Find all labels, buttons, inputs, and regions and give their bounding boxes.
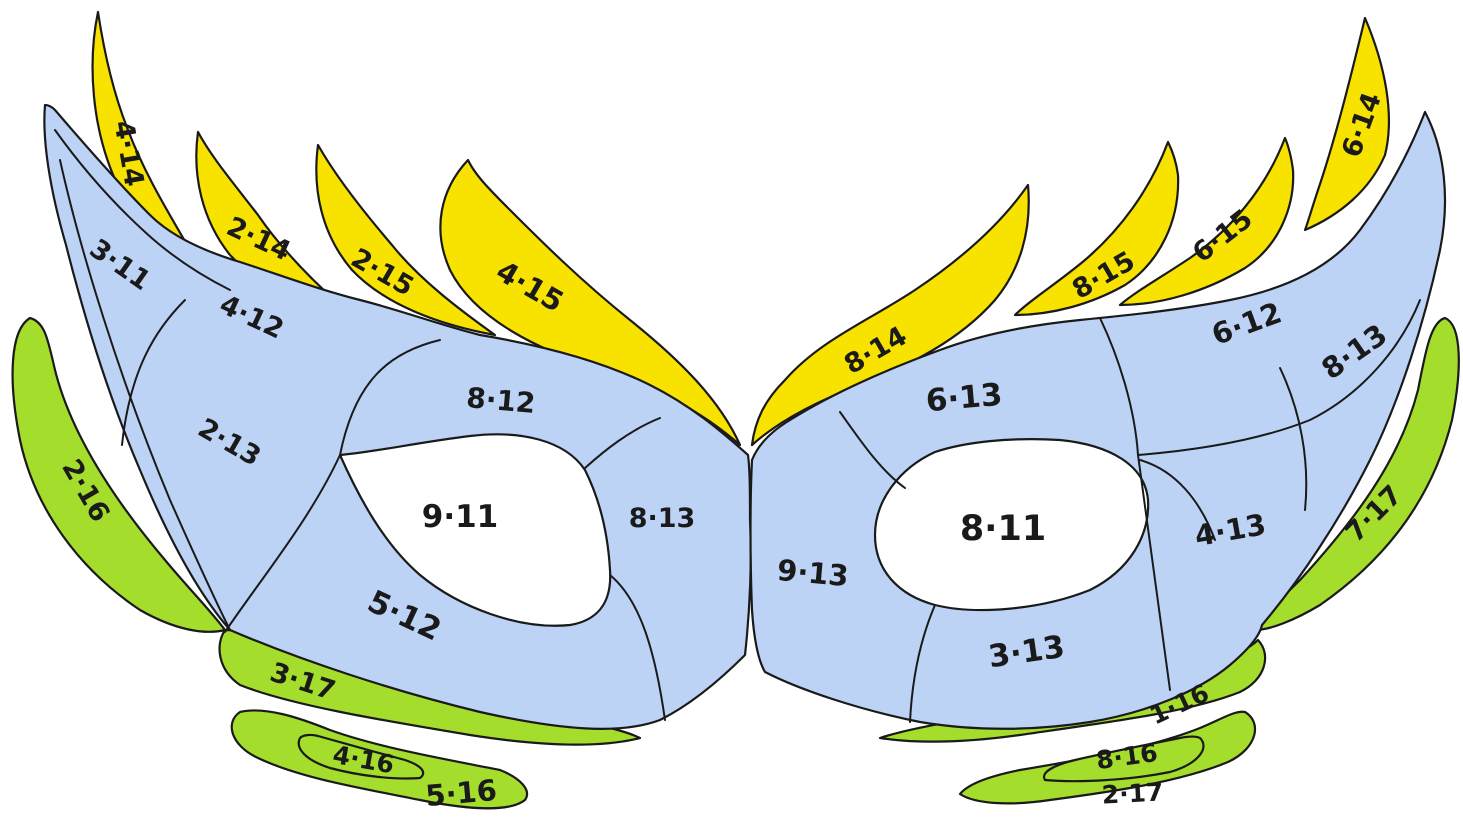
left-outer-ribbon [11,316,227,633]
right-divider-4 [1279,367,1308,511]
left-divider-3 [339,339,441,456]
left-divider-1 [121,299,186,446]
right-divider-7 [1139,459,1216,541]
left-inner-loop [297,733,425,780]
label-right-loop-outer: 2·17 [1101,777,1164,809]
label-left-loop-outer: 5·16 [424,773,498,813]
right-divider-2 [839,411,906,489]
label-left-inner: 8·13 [629,503,696,534]
left-divider-6 [584,417,661,469]
right-divider-5 [1137,454,1171,691]
right-divider-3 [1137,299,1421,456]
left-eye-hole [338,433,612,627]
label-left-eye: 9·11 [422,499,499,535]
right-feather-2 [1013,140,1180,317]
label-right-eye: 8·11 [960,509,1046,549]
left-divider-7 [59,159,231,631]
left-divider-2 [54,129,231,291]
right-feather-1 [750,183,1030,447]
left-divider-5 [609,574,666,721]
right-feather-3 [1118,136,1295,307]
left-divider-4 [224,454,341,633]
right-feather-4 [1303,16,1391,232]
label-left-brow: 8·12 [465,381,537,420]
right-eye-hole [873,438,1150,612]
right-divider-1 [1099,317,1139,456]
label-center-bridge: 9·13 [776,553,850,593]
left-feather-3 [315,143,497,337]
label-right-brow: 6·13 [924,377,1003,420]
right-inner-loop [1042,735,1205,783]
right-divider-6 [909,604,936,723]
left-feather-4 [439,158,742,447]
